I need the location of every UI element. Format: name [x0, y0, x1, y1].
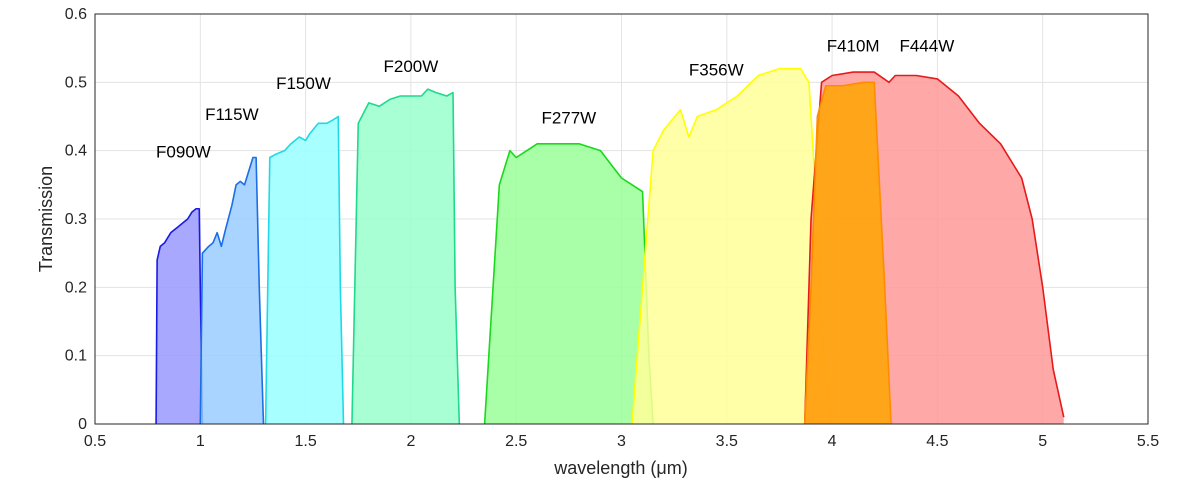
- y-tick-label: 0.2: [65, 279, 87, 296]
- label-f277w: F277W: [541, 108, 596, 127]
- x-tick-label: 2.5: [505, 433, 527, 450]
- x-tick-label: 0.5: [84, 433, 106, 450]
- x-tick-label: 4: [828, 433, 837, 450]
- line-f150w: [264, 115, 345, 425]
- x-tick-label: 2: [406, 433, 415, 450]
- y-tick-label: 0.6: [65, 6, 87, 23]
- x-tick-label: 1: [196, 433, 205, 450]
- label-f444w: F444W: [899, 37, 954, 56]
- area-f115w: [200, 157, 264, 424]
- x-tick-label: 3.5: [716, 433, 738, 450]
- y-tick-labels: 0 0.1 0.2 0.3 0.4 0.5 0.6: [65, 6, 87, 433]
- line-f410m: [803, 81, 892, 425]
- area-f090w: [156, 208, 203, 424]
- line-f090w: [155, 207, 204, 425]
- x-tick-label: 4.5: [926, 433, 948, 450]
- area-f277w: [484, 143, 654, 425]
- x-tick-label: 5: [1038, 433, 1047, 450]
- line-f277w: [483, 143, 654, 425]
- area-f356w: [632, 68, 833, 425]
- x-tick-label: 1.5: [294, 433, 316, 450]
- label-f410m: F410M: [827, 37, 880, 56]
- line-f115w: [199, 156, 265, 425]
- area-f200w: [351, 89, 460, 425]
- x-tick-labels: 0.5 1 1.5 2 2.5 3 3.5 4 4.5 5 5.5: [84, 433, 1159, 450]
- y-tick-label: 0.1: [65, 348, 87, 365]
- y-tick-label: 0: [78, 416, 87, 433]
- label-f115w: F115W: [205, 105, 259, 124]
- x-tick-label: 5.5: [1137, 433, 1159, 450]
- x-tick-label: 3: [617, 433, 626, 450]
- label-f090w: F090W: [156, 143, 211, 162]
- line-f356w: [631, 67, 833, 425]
- label-f150w: F150W: [276, 74, 331, 93]
- y-tick-label: 0.3: [65, 211, 87, 228]
- y-axis-title: Transmission: [36, 166, 56, 272]
- label-f200w: F200W: [384, 57, 439, 76]
- x-axis-title: wavelength (μm): [553, 458, 687, 478]
- label-f356w: F356W: [689, 61, 744, 80]
- y-tick-label: 0.4: [65, 143, 87, 160]
- series-areas: [155, 67, 1065, 425]
- area-f410m: [804, 82, 892, 424]
- plot-frame: [94, 13, 1149, 425]
- line-f444w: [803, 71, 1065, 425]
- area-f150w: [265, 116, 344, 424]
- y-tick-label: 0.5: [65, 74, 87, 91]
- line-f200w: [351, 88, 461, 425]
- filter-labels: F090W F115W F150W F200W F277W F356W F444W F410M: [156, 37, 954, 162]
